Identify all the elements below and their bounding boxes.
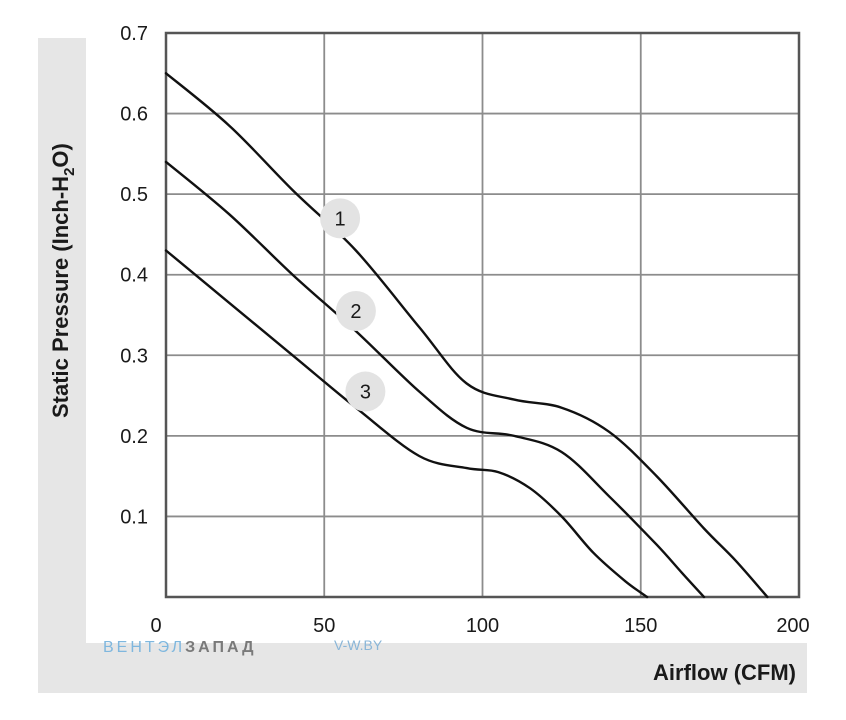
x-axis-band <box>38 643 807 693</box>
x-axis-title: Airflow (CFM) <box>653 660 796 685</box>
curve-marker-2: 2 <box>335 290 376 331</box>
y-tick-label: 0.2 <box>120 426 148 448</box>
y-tick-label: 0.6 <box>120 104 148 126</box>
curves <box>164 72 769 599</box>
curve-marker-label: 2 <box>350 301 361 323</box>
curve-2 <box>164 160 706 599</box>
x-tick-labels: 0 50 100 150 200 <box>150 615 809 637</box>
y-tick-label: 0.4 <box>120 265 148 287</box>
x-tick-label: 0 <box>150 615 161 637</box>
curve-marker-label: 3 <box>360 382 371 404</box>
y-axis-band <box>38 38 86 693</box>
x-tick-label: 100 <box>466 615 499 637</box>
curve-3 <box>164 249 649 599</box>
watermark-brand-gray: ЗАПАД <box>185 639 256 656</box>
curve-marker-3: 3 <box>345 371 386 412</box>
watermark-brand: ВЕНТЭЛЗАПАД <box>103 639 257 656</box>
curve-1 <box>164 72 769 599</box>
grid-lines <box>166 32 799 597</box>
plot-frame <box>164 31 801 599</box>
curve-marker-circle <box>345 371 386 412</box>
y-tick-label: 0.7 <box>120 23 148 45</box>
y-tick-label: 0.3 <box>120 345 148 367</box>
watermark-brand-blue: ВЕНТЭЛ <box>103 639 185 656</box>
y-tick-label: 0.1 <box>120 506 148 528</box>
y-tick-labels: 0.1 0.2 0.3 0.4 0.5 0.6 0.7 <box>120 23 148 528</box>
curve-marker-1: 1 <box>320 198 361 239</box>
y-tick-label: 0.5 <box>120 184 148 206</box>
curve-marker-label: 1 <box>335 208 346 230</box>
x-tick-label: 50 <box>313 615 335 637</box>
y-axis-title-end: O) <box>48 143 73 167</box>
y-axis-title: Static Pressure (Inch-H2O) <box>48 143 78 418</box>
curve-marker-circle <box>335 290 376 331</box>
y-axis-title-subscript: 2 <box>61 168 78 176</box>
curve-marker-circle <box>320 198 361 239</box>
x-tick-label: 200 <box>776 615 809 637</box>
watermark-url: V-W.BY <box>334 637 383 653</box>
x-tick-label: 150 <box>624 615 657 637</box>
y-axis-title-main: Static Pressure (Inch-H <box>48 176 73 418</box>
curve-markers: 1 2 3 <box>320 198 386 412</box>
